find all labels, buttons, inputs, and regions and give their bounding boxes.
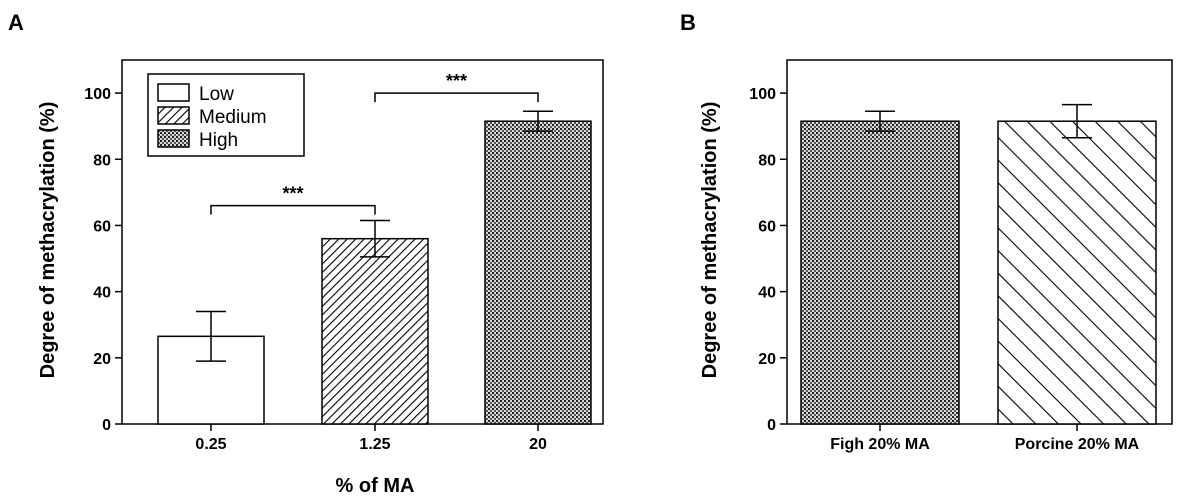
x-tick-label: Figh 20% MA xyxy=(830,436,930,453)
x-tick-label: 0.25 xyxy=(195,436,226,453)
panel-a: A Degree of methacrylation (%) % of MA 0… xyxy=(8,10,604,497)
y-tick-label: 60 xyxy=(93,218,111,235)
x-tick-label: 1.25 xyxy=(359,436,390,453)
y-tick-label: 20 xyxy=(93,351,111,368)
panel-a-bars xyxy=(157,120,592,425)
panel-a-x-axis: 0.25 1.25 20 xyxy=(195,424,547,453)
legend-label: Medium xyxy=(199,107,267,128)
bar-2 xyxy=(997,120,1157,425)
panel-a-error-bars xyxy=(196,110,553,362)
significance-bracket xyxy=(210,204,376,215)
panel-b-x-axis: Figh 20% MA Porcine 20% MA xyxy=(830,424,1140,453)
panel-a-y-axis-title: Degree of methacrylation (%) xyxy=(37,102,59,379)
y-tick-label: 20 xyxy=(758,351,776,368)
x-tick-label: 20 xyxy=(529,436,547,453)
panel-b-error-bars xyxy=(865,103,1092,139)
bar-3 xyxy=(484,120,592,425)
y-tick-label: 0 xyxy=(102,417,111,434)
y-tick-label: 0 xyxy=(767,417,776,434)
panel-b-bars xyxy=(800,120,1157,425)
panel-b-y-axis-title: Degree of methacrylation (%) xyxy=(699,102,721,379)
legend-swatch xyxy=(157,106,190,125)
x-tick-label: Porcine 20% MA xyxy=(1015,436,1140,453)
panel-a-y-axis: 0 20 40 60 80 100 xyxy=(84,86,122,434)
panel-a-x-axis-title: % of MA xyxy=(336,475,415,497)
y-tick-label: 40 xyxy=(758,285,776,302)
bar-1 xyxy=(800,120,960,425)
y-tick-label: 40 xyxy=(93,285,111,302)
legend-frame xyxy=(147,73,305,157)
panel-b-label: B xyxy=(680,10,696,35)
significance-label: *** xyxy=(282,184,303,204)
significance-label: *** xyxy=(446,71,467,91)
panel-b-y-axis: 0 20 40 60 80 100 xyxy=(749,86,787,434)
panel-b: B Degree of methacrylation (%) 0 20 40 60 80… xyxy=(680,10,1173,453)
significance-bracket xyxy=(374,92,539,103)
legend-swatch xyxy=(157,83,190,102)
y-tick-label: 80 xyxy=(758,152,776,169)
y-tick-label: 60 xyxy=(758,218,776,235)
panel-b-plot-frame xyxy=(786,59,1173,425)
y-tick-label: 100 xyxy=(749,86,776,103)
legend-swatch xyxy=(157,129,190,148)
panel-a-significance: *** *** xyxy=(210,71,539,215)
y-tick-label: 80 xyxy=(93,152,111,169)
legend-label: High xyxy=(199,130,238,151)
panel-a-label: A xyxy=(8,10,24,35)
y-tick-label: 100 xyxy=(84,86,111,103)
legend-label: Low xyxy=(199,84,234,105)
bar-2 xyxy=(321,237,429,425)
